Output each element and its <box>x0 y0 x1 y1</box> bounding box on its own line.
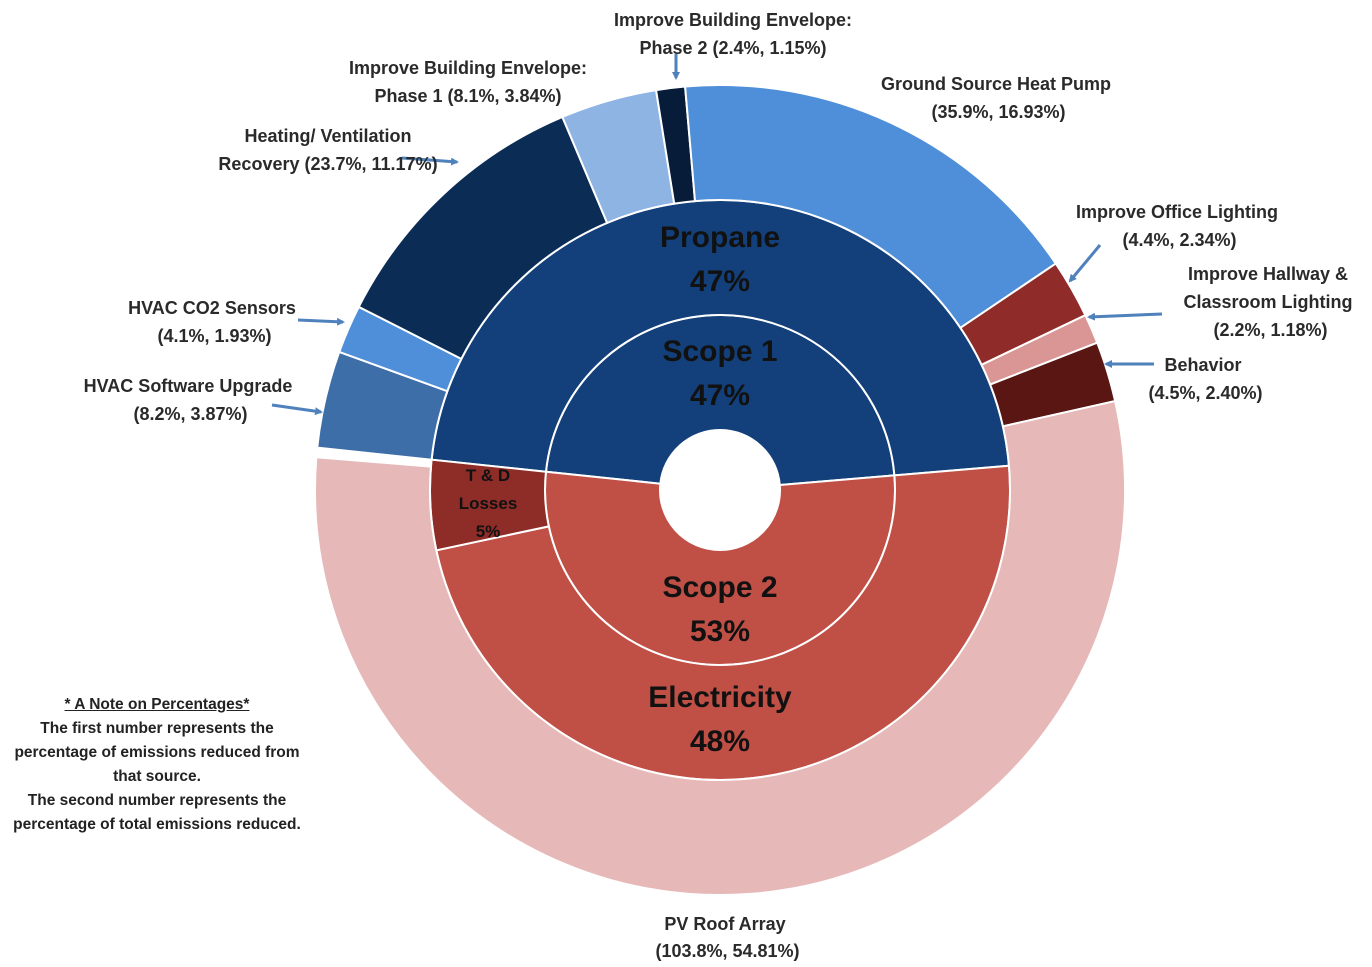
segment-name: Improve Building Envelope: Phase 2 <box>613 10 853 58</box>
segment-label: Ground Source Heat Pump (35.9%, 16.93%) <box>851 70 1141 126</box>
segment-label: HVAC CO2 Sensors (4.1%, 1.93%) <box>102 294 322 350</box>
segment-value: 5% <box>475 522 501 541</box>
ring-label: T & D Losses 5% <box>453 462 523 546</box>
segment-name: T & D Losses <box>458 466 518 513</box>
ring-label: Scope 1 47% <box>610 330 830 418</box>
segment-value: (23.7%, 11.17%) <box>304 154 438 174</box>
segment-value: (2.2%, 1.18%) <box>1213 320 1328 340</box>
segment-label: Heating/ Ventilation Recovery (23.7%, 11.… <box>218 122 438 178</box>
note-text: The second number represents the percent… <box>13 792 301 833</box>
segment-name: Scope 1 <box>662 335 778 368</box>
segment-label: Improve Hallway & Classroom Lighting (2.2… <box>1168 260 1368 344</box>
ring-label: Electricity 48% <box>610 676 830 764</box>
segment-name: Propane <box>659 221 781 254</box>
segment-value: 47% <box>689 265 751 298</box>
segment-value: (8.1%, 3.84%) <box>447 86 562 106</box>
segment-name: Scope 2 <box>662 571 778 604</box>
segment-name: Improve Hallway & Classroom Lighting <box>1183 264 1353 312</box>
segment-label: Improve Building Envelope: Phase 2 (2.4%,… <box>588 6 878 62</box>
wedge <box>314 399 1126 896</box>
segment-label: HVAC Software Upgrade (8.2%, 3.87%) <box>58 372 318 428</box>
arrow <box>401 156 459 166</box>
note-text: The first number represents the percenta… <box>14 720 300 785</box>
arrows <box>271 54 1163 416</box>
ring-label: Propane 47% <box>610 216 830 304</box>
segment-name: HVAC Software Upgrade <box>83 376 293 396</box>
segment-value: (8.2%, 3.87%) <box>133 404 248 424</box>
segment-value: 53% <box>689 615 751 648</box>
wedges <box>314 84 1126 896</box>
note: * A Note on Percentages* The first numbe… <box>8 693 306 837</box>
arrow <box>271 403 323 416</box>
segment-label: PV Roof Array (103.8%, 54.81%) <box>625 911 825 965</box>
arrow <box>1087 312 1163 321</box>
segment-name: Ground Source Heat Pump <box>880 74 1112 94</box>
note-title: * A Note on Percentages* <box>64 696 250 713</box>
segment-name: Improve Office Lighting <box>1075 202 1278 222</box>
segment-label: Improve Building Envelope: Phase 1 (8.1%,… <box>323 54 613 110</box>
ring-label: Scope 2 53% <box>610 566 830 654</box>
arrow <box>1068 244 1102 283</box>
segment-value: (35.9%, 16.93%) <box>931 102 1066 122</box>
segment-value: (2.4%, 1.15%) <box>712 38 827 58</box>
segment-value: (4.1%, 1.93%) <box>157 326 272 346</box>
segment-name: HVAC CO2 Sensors <box>128 298 296 318</box>
segment-value: (103.8%, 54.81%) <box>655 941 800 961</box>
segment-name: Heating/ Ventilation Recovery <box>218 126 412 174</box>
segment-label: Improve Office Lighting (4.4%, 2.34%) <box>1047 198 1307 254</box>
segment-name: Electricity <box>648 681 792 714</box>
segment-value: 48% <box>689 725 751 758</box>
segment-name: Behavior <box>1164 355 1242 375</box>
arrow <box>297 317 345 326</box>
segment-value: 47% <box>689 379 751 412</box>
segment-value: (4.5%, 2.40%) <box>1148 383 1263 403</box>
segment-name: PV Roof Array <box>664 914 786 934</box>
segment-label: Behavior (4.5%, 2.40%) <box>1128 351 1278 407</box>
segment-value: (4.4%, 2.34%) <box>1122 230 1237 250</box>
segment-name: Improve Building Envelope: Phase 1 <box>348 58 588 106</box>
